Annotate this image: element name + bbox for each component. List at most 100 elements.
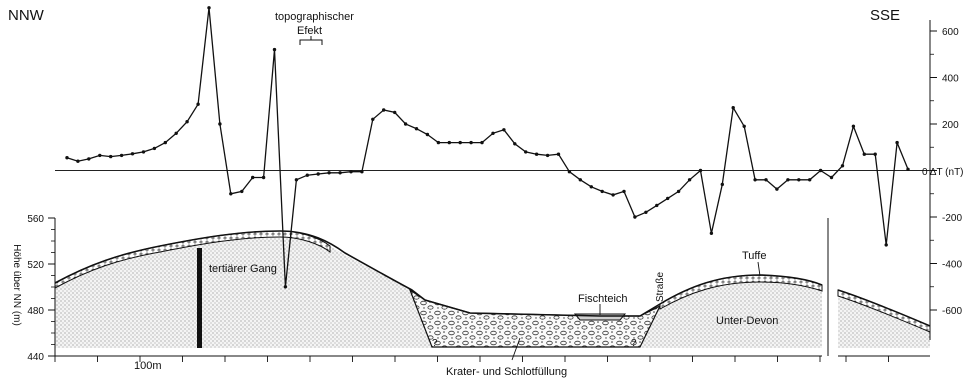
bottom-axis	[54, 218, 930, 362]
profile-point	[808, 178, 812, 182]
profile-point	[687, 178, 692, 182]
unterdevon-label: Unter-Devon	[716, 315, 778, 327]
profile-point	[502, 128, 506, 132]
cross-section-right	[837, 289, 931, 348]
right-axis: 600 400 200 -200 -400 -600	[929, 20, 962, 340]
right-tick-label: -200	[942, 213, 962, 224]
profile-point	[862, 152, 866, 156]
profile-point	[185, 120, 189, 124]
profile-point	[458, 140, 462, 145]
profile-point	[884, 243, 888, 247]
cross-section	[54, 230, 823, 348]
profile-point	[578, 178, 582, 182]
topo-label-1: topographischer	[275, 11, 354, 23]
strasse-label: Straße	[655, 272, 666, 302]
profile-point	[611, 193, 615, 197]
fischteich-label: Fischteich	[578, 293, 628, 305]
profile-point	[698, 168, 703, 173]
profile-point	[556, 152, 561, 156]
profile-point	[775, 187, 779, 191]
right-tick-label: -600	[942, 306, 962, 317]
profile-point	[141, 150, 146, 154]
profile-point	[676, 189, 681, 194]
profile-point	[720, 182, 724, 187]
profile-point	[425, 132, 430, 137]
profile-point	[98, 153, 102, 158]
question-mark-2: ?	[631, 338, 637, 349]
profile-point	[207, 6, 211, 10]
profile-point	[338, 171, 342, 175]
right-tick-label: -400	[942, 260, 962, 271]
profile-point	[163, 140, 167, 145]
right-tick-label: 200	[942, 120, 959, 131]
profile-point	[534, 152, 539, 156]
surface-line	[54, 230, 823, 317]
left-tick-label: 440	[27, 352, 44, 363]
profile-point	[87, 157, 91, 161]
left-axis-title: Höhe über NN (m)	[11, 244, 22, 326]
profile-point	[709, 231, 714, 235]
profile-point	[436, 140, 441, 145]
profile-point	[655, 203, 659, 208]
profile-point	[873, 152, 877, 156]
profile-point	[818, 168, 823, 173]
profile-point	[644, 210, 648, 214]
profile-point	[895, 140, 899, 145]
profile-point	[371, 117, 375, 122]
profile-point	[742, 124, 746, 128]
profile-point	[753, 178, 757, 182]
profile-point	[666, 196, 670, 201]
left-tick-label: 560	[27, 214, 44, 225]
krater-label: Krater- und Schlotfüllung	[446, 366, 567, 378]
tertiaer-label: tertiärer Gang	[209, 263, 277, 275]
tuffe-label: Tuffe	[742, 250, 766, 262]
profile-point	[567, 170, 572, 174]
profile-point	[731, 106, 735, 110]
question-mark-1: ?	[432, 338, 438, 349]
profile-point	[851, 124, 856, 128]
profile-point	[119, 153, 124, 158]
profile-point	[491, 131, 495, 135]
profile-point	[545, 153, 550, 158]
profile-point	[600, 189, 604, 194]
right-tick-label: 600	[942, 27, 959, 38]
profile-point	[261, 175, 266, 180]
profile-point	[633, 215, 637, 219]
profile-point	[622, 189, 626, 194]
profile-point	[480, 140, 484, 145]
profile-point	[316, 172, 320, 176]
profile-point	[65, 156, 69, 160]
profile-point	[327, 171, 331, 175]
right-axis-title: 0 ΔT (nT)	[922, 167, 964, 178]
profile-point	[196, 102, 200, 106]
profile-point	[382, 108, 386, 112]
magnetic-profile	[65, 6, 910, 289]
profile-point	[76, 159, 80, 163]
profile-point	[403, 122, 408, 126]
profile-point	[152, 146, 157, 151]
right-tick-label: 400	[942, 74, 959, 85]
tertiaer-gang-dike	[197, 248, 202, 348]
left-axis: 560 520 480 440	[27, 214, 56, 363]
profile-point	[797, 178, 801, 182]
left-tick-label: 520	[27, 260, 44, 271]
profile-point	[218, 122, 222, 126]
profile-point	[393, 110, 397, 115]
profile-point	[240, 189, 244, 194]
profile-point	[513, 142, 517, 146]
profile-point	[272, 47, 277, 52]
profile-point	[229, 192, 233, 196]
profile-point	[469, 140, 473, 145]
leader-lines	[511, 261, 761, 361]
profile-point	[130, 152, 135, 156]
topo-label-2: Efekt	[297, 25, 322, 37]
profile-point	[840, 164, 845, 168]
profile-point	[414, 127, 419, 131]
profile-point	[906, 167, 910, 171]
topo-bracket	[299, 36, 323, 45]
profile-point	[829, 175, 834, 180]
profile-point	[524, 150, 528, 154]
scale-label: 100m	[134, 360, 162, 372]
profile-point	[349, 170, 353, 174]
